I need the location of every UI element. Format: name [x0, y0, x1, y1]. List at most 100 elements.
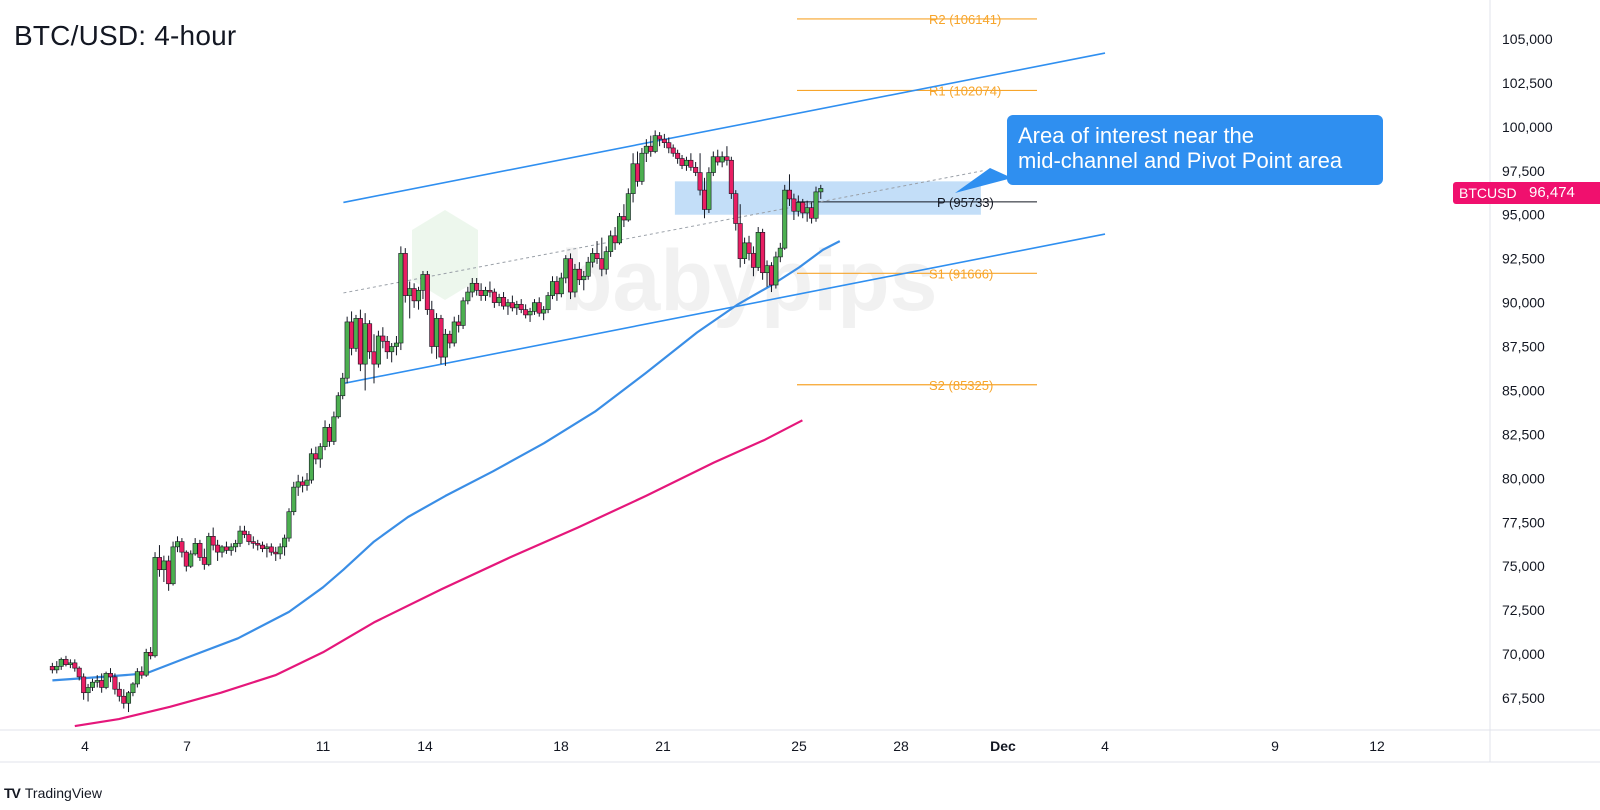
candle [563, 255, 569, 284]
candle-body [782, 189, 788, 249]
candle [777, 242, 783, 263]
candle-body [58, 659, 64, 667]
candle-body [746, 242, 752, 254]
candle-body [384, 340, 390, 353]
candle-body [76, 667, 82, 678]
candle [693, 162, 699, 177]
y-tick-label: 85,000 [1502, 382, 1545, 398]
candle [58, 657, 64, 670]
candle [420, 270, 426, 300]
x-tick-label: 25 [791, 738, 807, 754]
candle-body [496, 297, 502, 303]
candle-body [563, 258, 569, 279]
candle-body [344, 321, 350, 379]
candle [121, 689, 127, 709]
candle-body [402, 253, 408, 296]
candle [541, 306, 547, 321]
candle-body [103, 673, 109, 688]
candle [49, 662, 55, 674]
candle-body [688, 159, 694, 168]
candle-body [353, 318, 359, 349]
candle [456, 314, 462, 333]
x-tick-label: 4 [1101, 738, 1109, 754]
candles [49, 130, 824, 713]
candle [581, 270, 587, 291]
last-price-tag: 96,474 [1523, 182, 1600, 204]
y-tick-label: 82,500 [1502, 426, 1545, 442]
candle-body [724, 156, 730, 161]
candle-body [487, 289, 493, 293]
candle-body [434, 318, 440, 347]
annotation-callout: Area of interest near the mid-channel an… [1007, 115, 1383, 185]
candle [733, 190, 739, 231]
candle-body [795, 202, 801, 212]
candle-body [407, 288, 413, 296]
candle [201, 548, 207, 570]
candle-body [197, 543, 203, 558]
candle [108, 668, 114, 683]
candle-body [126, 692, 132, 704]
candle-body [81, 676, 87, 694]
candle-body [545, 295, 551, 310]
footer[interactable]: TV TradingView [4, 785, 102, 801]
candle-body [429, 309, 435, 347]
y-tick-label: 87,500 [1502, 339, 1545, 355]
candle-body [737, 223, 743, 259]
candle [367, 320, 373, 359]
candle [724, 146, 730, 166]
y-tick-label: 97,500 [1502, 163, 1545, 179]
candle-body [451, 321, 457, 344]
candle-body [268, 546, 274, 553]
candle [737, 204, 743, 268]
candle-body [514, 304, 520, 309]
candle [657, 132, 663, 147]
candle-body [273, 551, 279, 555]
candle [219, 545, 225, 558]
candle [210, 527, 216, 551]
candle [335, 392, 341, 419]
candle [326, 423, 332, 447]
candle [148, 647, 154, 660]
x-tick-label: 18 [553, 738, 569, 754]
candle-body [340, 377, 346, 397]
candle [438, 314, 444, 365]
channel-lower-line [343, 233, 1106, 385]
candle [277, 543, 283, 560]
candle [715, 149, 721, 166]
pivot-label-r1: R1 (102074) [929, 83, 1001, 98]
candle [706, 167, 712, 213]
candle-body [166, 560, 172, 585]
candle-body [134, 671, 140, 685]
candle-body [99, 680, 105, 688]
candle-body [357, 318, 363, 365]
candle-body [255, 543, 261, 546]
candle [750, 246, 756, 277]
candle [728, 156, 734, 199]
candle [670, 144, 676, 157]
candle-body [331, 416, 337, 442]
candle [112, 673, 118, 695]
candle-body [398, 253, 404, 344]
candle [621, 204, 627, 228]
candle [166, 555, 172, 591]
y-tick-label: 75,000 [1502, 558, 1545, 574]
candle-body [505, 302, 511, 307]
candle [773, 251, 779, 289]
candle-body [300, 481, 306, 486]
candle-body [460, 300, 466, 326]
x-tick-label: 14 [417, 738, 433, 754]
candle [760, 228, 766, 280]
pivot-label-r2: R2 (106141) [929, 12, 1001, 27]
candle [72, 659, 78, 672]
candle [675, 149, 681, 164]
pivot-levels: R2 (106141) R1 (102074) P (95733) S1 (91666… [797, 12, 1037, 393]
y-tick-label: 77,500 [1502, 514, 1545, 530]
candle-body [616, 216, 622, 244]
candle [76, 666, 82, 681]
candle-body [148, 652, 154, 657]
candle [594, 241, 600, 264]
candle [483, 286, 489, 301]
candle [558, 272, 564, 298]
candle-body [483, 289, 489, 296]
candle-body [634, 163, 640, 182]
